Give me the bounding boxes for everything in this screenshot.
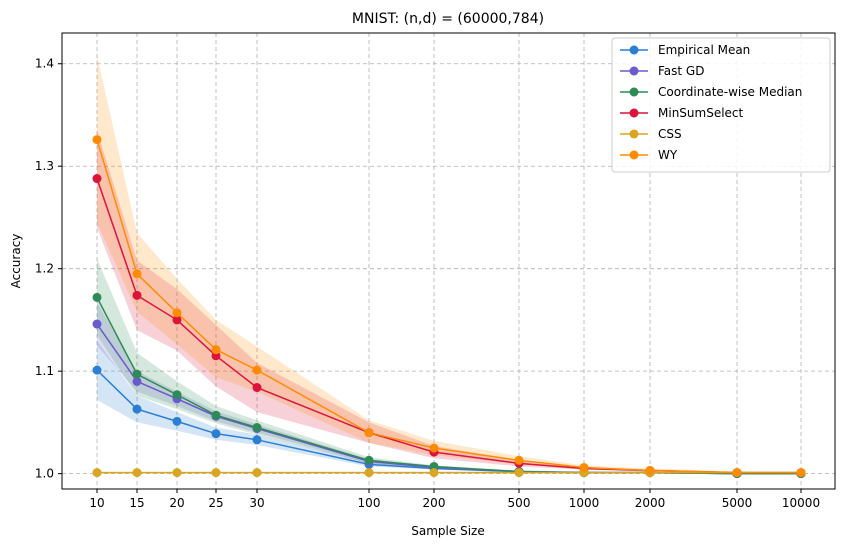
x-axis-ticks: 10 15 20 25 30 100 200 500 1000 2000 5000 10000 [89,489,820,510]
point-wy [579,462,589,472]
point-wy [796,468,806,478]
band-wy [97,55,801,474]
x-tick-label: 5000 [722,496,753,510]
y-axis-label: Accuracy [9,234,23,289]
x-tick-label: 1000 [569,496,600,510]
legend-marker-coordinate-wise-median [629,87,639,97]
legend-box [611,37,831,173]
legend-label-coordinate-wise-median: Coordinate-wise Median [658,85,802,99]
point-wy [172,308,182,318]
legend-label-fast-gd: Fast GD [658,64,704,78]
point-wy [514,455,524,465]
point-css [429,468,439,478]
point-minsumselect [132,290,142,300]
x-tick-label: 25 [208,496,223,510]
line-wy [96,139,801,474]
point-wy [252,365,262,375]
point-wy [364,428,374,438]
band-empirical-mean [97,340,801,474]
y-axis-ticks: 1.0 1.1 1.2 1.3 1.4 [35,57,62,481]
series-points [92,135,806,479]
point-wy [92,135,102,145]
plot-frame [61,32,836,490]
x-axis-label: Sample Size [411,524,484,538]
legend-marker-minsumselect [629,108,639,118]
x-tick-label: 10 [89,496,104,510]
point-minsumselect [92,174,102,184]
band-fast-gd [97,302,801,474]
point-coordinate-wise-median [92,292,102,302]
legend-marker-empirical-mean [629,45,639,55]
y-tick-label: 1.4 [35,57,54,71]
legend-label-css: CSS [658,127,682,141]
legend-marker-css [629,129,639,139]
legend-label-wy: WY [658,148,678,162]
point-empirical-mean [172,416,182,426]
x-tick-label: 15 [129,496,144,510]
point-wy [429,443,439,453]
x-tick-label: 30 [249,496,264,510]
point-empirical-mean [92,365,102,375]
point-css [364,468,374,478]
point-css [132,468,142,478]
legend: Empirical Mean Fast GD Coordinate-wise Med… [611,37,831,173]
series-lines [96,139,801,475]
point-fast-gd [92,319,102,329]
legend-marker-wy [629,150,639,160]
point-css [514,468,524,478]
legend-label-minsumselect: MinSumSelect [658,106,744,120]
point-coordinate-wise-median [172,390,182,400]
x-tick-label: 2000 [635,496,666,510]
point-wy [732,468,742,478]
x-tick-label: 100 [358,496,381,510]
point-coordinate-wise-median [211,410,221,420]
band-minsumselect [97,130,801,474]
point-coordinate-wise-median [364,455,374,465]
point-minsumselect [211,351,221,361]
point-empirical-mean [211,429,221,439]
point-minsumselect [172,315,182,325]
legend-marker-fast-gd [629,66,639,76]
point-empirical-mean [252,435,262,445]
legend-label-empirical-mean: Empirical Mean [658,43,750,57]
y-tick-label: 1.2 [35,262,54,276]
point-css [172,468,182,478]
y-tick-label: 1.1 [35,364,54,378]
point-empirical-mean [132,404,142,414]
x-tick-label: 10000 [782,496,820,510]
point-fast-gd [132,376,142,386]
point-wy [132,269,142,279]
point-minsumselect [252,383,262,393]
x-tick-label: 200 [423,496,446,510]
point-coordinate-wise-median [252,423,262,433]
point-wy [645,466,655,476]
x-tick-label: 20 [169,496,184,510]
point-wy [211,345,221,355]
x-tick-label: 500 [508,496,531,510]
point-css [211,468,221,478]
point-css [92,468,102,478]
y-tick-label: 1.0 [35,467,54,481]
chart-title: MNIST: (n,d) = (60000,784) [352,11,544,27]
y-tick-label: 1.3 [35,159,54,173]
point-css [252,468,262,478]
point-coordinate-wise-median [132,369,142,379]
